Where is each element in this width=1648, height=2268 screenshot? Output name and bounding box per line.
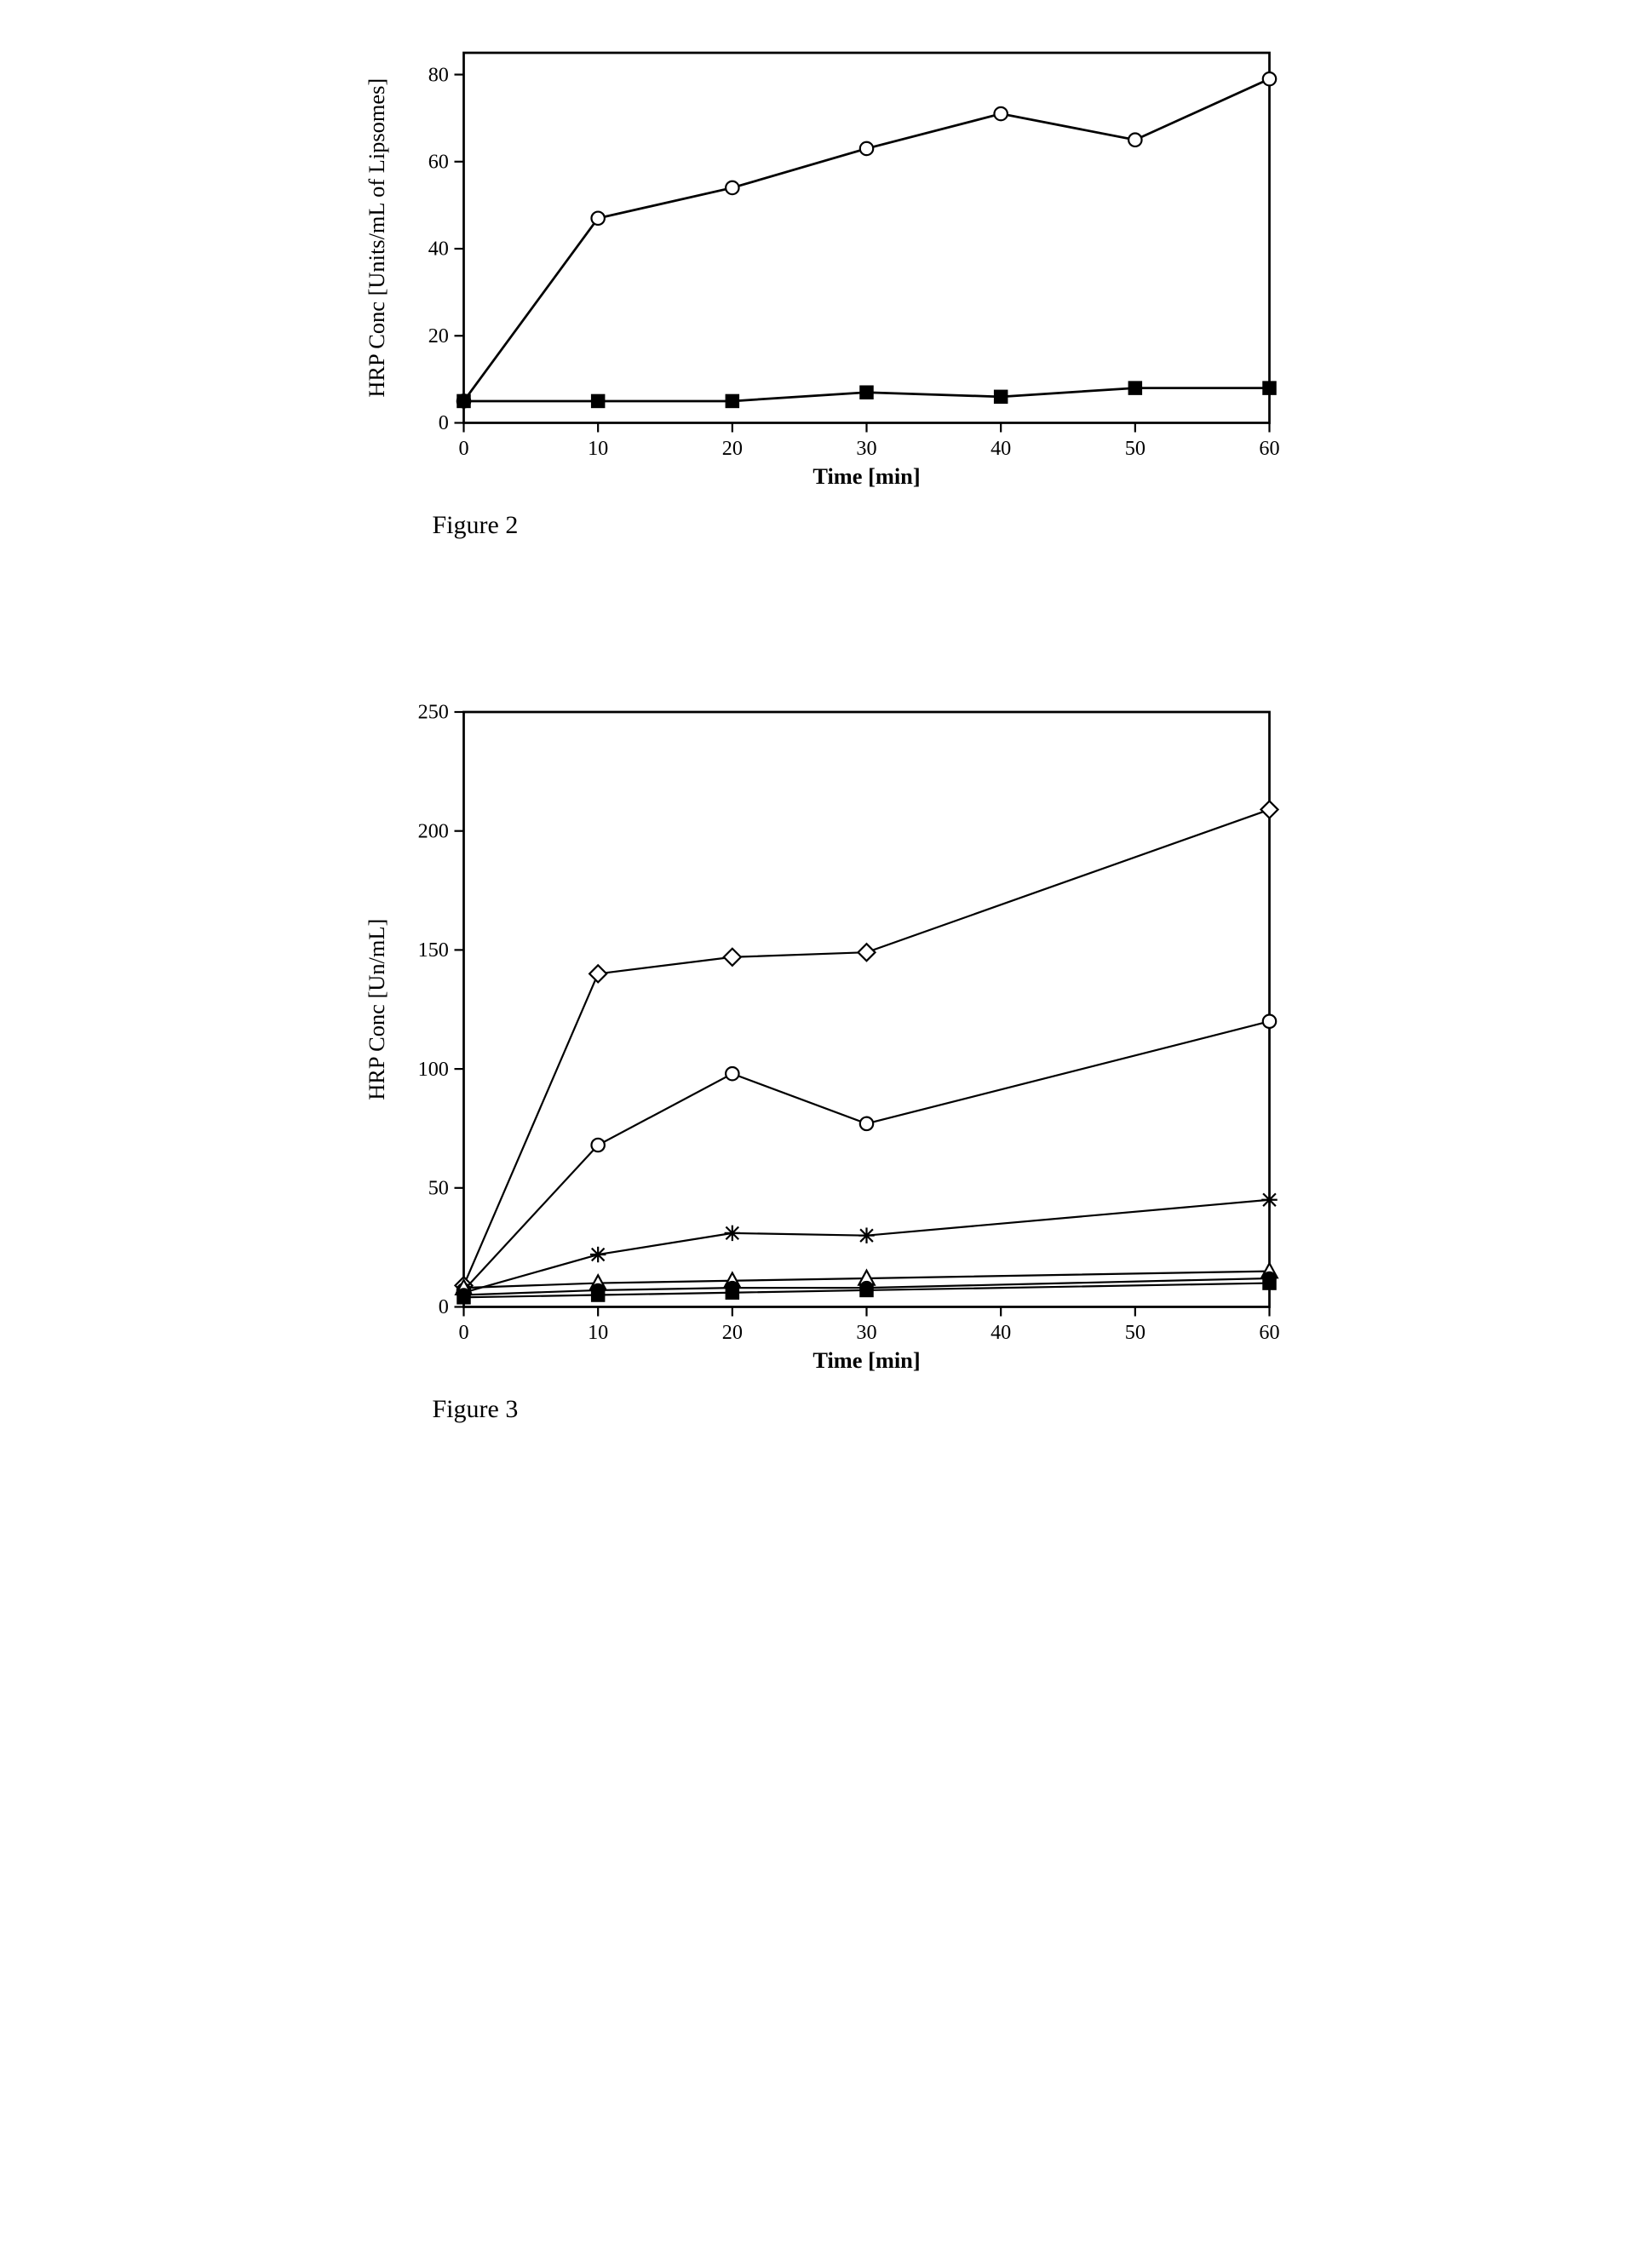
svg-text:20: 20 — [721, 437, 742, 460]
svg-text:10: 10 — [588, 1321, 608, 1344]
svg-text:250: 250 — [417, 701, 448, 724]
svg-text:150: 150 — [417, 939, 448, 962]
figure-3-block: 0 10 20 30 40 50 60 0 50 100 150 200 250 Time [min] HR… — [356, 693, 1293, 1424]
svg-text:30: 30 — [856, 437, 876, 460]
figure-2-chart: 0 10 20 30 40 50 60 0 20 40 60 80 Time [min] HRP Conc… — [356, 34, 1293, 502]
svg-text:20: 20 — [428, 324, 448, 347]
svg-text:20: 20 — [721, 1321, 742, 1344]
svg-text:40: 40 — [428, 238, 448, 261]
svg-text:10: 10 — [588, 437, 608, 460]
svg-text:HRP Conc [Units/mL of Lipsomes: HRP Conc [Units/mL of Lipsomes] — [364, 78, 389, 398]
svg-text:HRP Conc [Un/mL]: HRP Conc [Un/mL] — [363, 919, 388, 1100]
svg-text:Time [min]: Time [min] — [813, 1347, 920, 1373]
svg-text:0: 0 — [458, 1321, 468, 1344]
svg-text:0: 0 — [438, 411, 448, 434]
svg-text:50: 50 — [1124, 437, 1145, 460]
figure-2-block: 0 10 20 30 40 50 60 0 20 40 60 80 Time [min] HRP Conc… — [356, 34, 1293, 540]
svg-text:50: 50 — [1124, 1321, 1145, 1344]
svg-text:40: 40 — [991, 437, 1011, 460]
figure-3-caption: Figure 3 — [356, 1395, 1293, 1424]
svg-text:Time [min]: Time [min] — [813, 463, 920, 489]
svg-text:30: 30 — [856, 1321, 876, 1344]
figure-3-chart: 0 10 20 30 40 50 60 0 50 100 150 200 250 Time [min] HR… — [356, 693, 1293, 1387]
svg-text:60: 60 — [1259, 1321, 1279, 1344]
svg-text:40: 40 — [991, 1321, 1011, 1344]
svg-text:0: 0 — [438, 1295, 448, 1318]
svg-text:60: 60 — [428, 150, 448, 173]
figure-2-caption: Figure 2 — [356, 511, 1293, 540]
svg-text:60: 60 — [1259, 437, 1279, 460]
svg-text:200: 200 — [417, 819, 448, 842]
svg-text:0: 0 — [458, 437, 468, 460]
svg-text:100: 100 — [417, 1058, 448, 1081]
svg-text:80: 80 — [428, 63, 448, 86]
svg-text:50: 50 — [428, 1177, 448, 1200]
